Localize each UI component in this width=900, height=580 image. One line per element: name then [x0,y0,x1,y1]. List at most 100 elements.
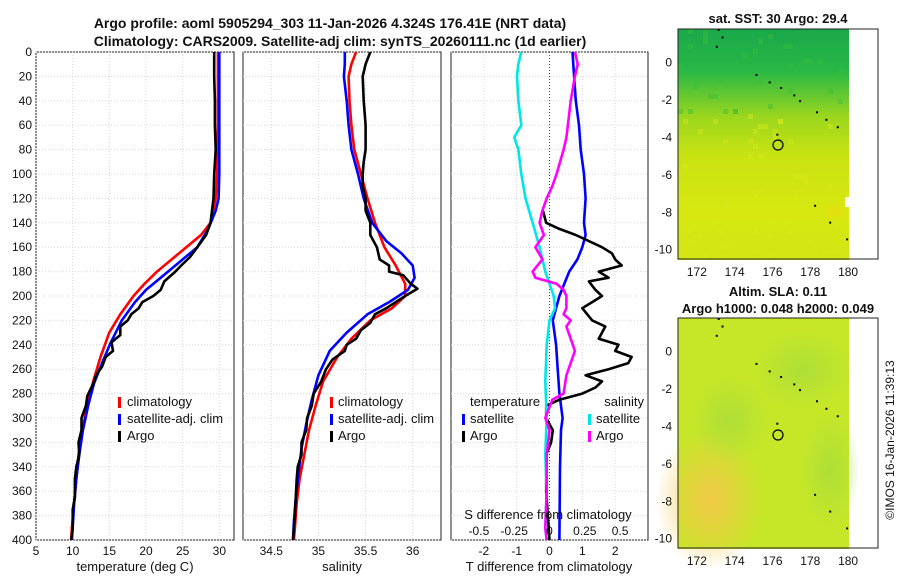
legend-argo-label: Argo [338,428,365,443]
top-tick-label: -0.25 [501,524,529,538]
top-tick-label: 0 [546,524,553,538]
x-tick-label: 35 [312,544,326,558]
x-tick-label: -1 [511,544,522,558]
island [768,81,771,84]
y-tick-label: 360 [12,484,32,498]
y-tick-label: 280 [12,387,32,401]
x-tick-label: 20 [139,544,153,558]
legend-argo-swatch [118,431,121,442]
map-y-tick-label: -4 [661,130,672,144]
y-tick-label: 140 [12,216,32,230]
x-tick-label: 15 [103,544,117,558]
island [799,100,801,103]
island [755,73,758,76]
map-x-tick-label: 176 [762,554,782,568]
sla-map-panel: Altim. SLA: 0.11 Argo h1000: 0.048 h2000… [655,284,879,570]
island [721,325,724,328]
sst-map-tick-labels: 172 174 176 178 180 0 -2 -4 -6 -8 -10 [655,56,859,279]
island [825,118,828,121]
salinity-lines [291,52,419,540]
island [776,133,779,136]
x-tick-label: 1 [579,544,586,558]
sla-map-title-line1: Altim. SLA: 0.11 [729,284,827,299]
sla-warm-patch [655,430,765,570]
y-tick-label: 180 [12,265,32,279]
map-y-tick-label: -6 [661,168,672,182]
sst-warm-patch [821,202,849,222]
island [836,415,839,418]
island [755,362,758,365]
series-t-satellite [551,52,587,540]
temperature-lines [69,52,221,540]
difference-top-tick-labels: -0.5 -0.25 0 0.25 0.5 [469,524,629,538]
y-tick-label: 380 [12,509,32,523]
sla-map-tick-labels: 172 174 176 178 180 0 -2 -4 -6 -8 -10 [655,345,859,568]
map-y-tick-label: -2 [661,93,672,107]
temperature-tick-labels: 0 20 40 60 80 100 120 140 160 180 200 220 240 260 280 3… [12,45,226,558]
map-x-tick-label: 178 [800,554,820,568]
salinity-xlabel: salinity [322,559,362,574]
x-tick-label: 10 [66,544,80,558]
legend-s-satellite-swatch [588,414,591,425]
x-tick-label: 5 [33,544,40,558]
sst-islands [715,29,849,241]
series-argo [291,52,419,540]
y-tick-label: 60 [19,118,33,132]
legend-t-satellite-swatch [462,414,465,425]
map-x-tick-label: 174 [725,554,745,568]
map-y-tick-label: 0 [665,56,672,70]
y-tick-label: 300 [12,411,32,425]
island [829,221,832,224]
map-y-tick-label: -10 [655,243,673,257]
x-tick-label: 35.5 [354,544,378,558]
sst-argo-marker [772,139,784,151]
map-x-tick-label: 180 [838,554,858,568]
map-y-tick-label: -4 [661,419,672,433]
legend-climatology-swatch [118,397,121,408]
x-tick-label: 0 [546,544,553,558]
legend-t-argo-swatch [462,431,465,442]
difference-panel: -2 -1 0 1 2 -0.5 -0.25 0 0.25 0.5 S difference f… [450,51,649,574]
top-tick-label: 0.5 [612,524,629,538]
island [776,422,779,425]
map-x-tick-label: 178 [800,265,820,279]
difference-xlabel: T difference from climatology [466,559,633,574]
island [715,334,718,337]
legend-salinity-heading: salinity [604,394,644,409]
legend-climatology-label: climatology [127,394,193,409]
y-tick-label: 260 [12,362,32,376]
temperature-legend: climatology satellite-adj. clim Argo [118,394,223,443]
map-x-tick-label: 174 [725,265,745,279]
legend-s-satellite-label: satellite [596,411,640,426]
salinity-grid [243,51,441,541]
temperature-xlabel: temperature (deg C) [76,559,193,574]
map-y-tick-label: -10 [655,532,673,546]
legend-satellite-swatch [330,414,333,425]
x-tick-label: 25 [176,544,190,558]
series-argo [69,52,217,540]
island [814,204,817,207]
series-s-argo [531,52,580,540]
y-tick-label: 320 [12,435,32,449]
top-tick-label: 0.25 [573,524,597,538]
y-tick-label: 340 [12,460,32,474]
island [825,407,828,410]
island [816,400,818,403]
map-y-tick-label: -6 [661,457,672,471]
legend-t-satellite-label: satellite [470,411,514,426]
legend-t-argo-label: Argo [470,428,497,443]
y-tick-label: 220 [12,313,32,327]
salinity-tick-labels: 34.5 35 35.5 36 [260,544,420,558]
island [715,45,718,48]
island [768,370,771,373]
salinity-panel: 34.5 35 35.5 36 salinity climatology satell… [242,51,442,574]
island [814,493,817,496]
sla-islands [715,318,849,530]
temperature-panel: 0 20 40 60 80 100 120 140 160 180 200 220 240 260 280 3… [12,45,235,574]
y-tick-label: 240 [12,338,32,352]
legend-satellite-label: satellite-adj. clim [127,411,223,426]
y-tick-label: 20 [19,69,33,83]
legend-s-argo-label: Argo [596,428,623,443]
map-x-tick-label: 172 [687,554,707,568]
